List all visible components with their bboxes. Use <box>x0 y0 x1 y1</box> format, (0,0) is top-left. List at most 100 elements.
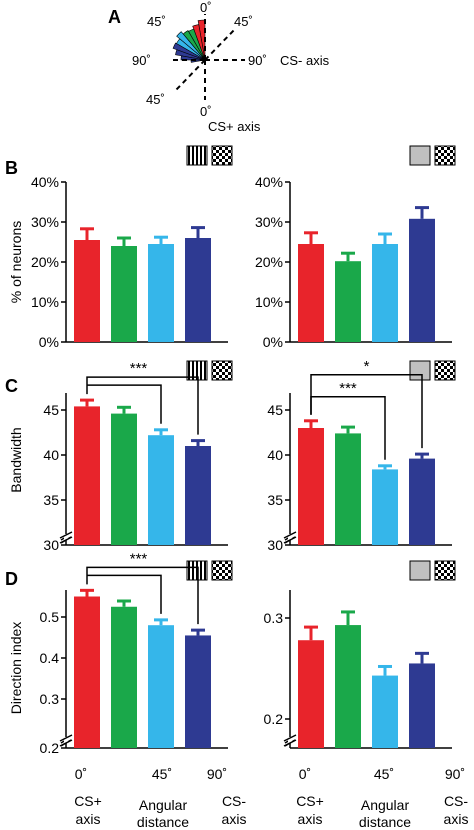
bar <box>74 596 100 748</box>
bar <box>74 406 100 545</box>
chart-c-left: 30 35 40 45 *** <box>43 360 228 553</box>
axis-break-slash <box>59 531 73 544</box>
bar <box>298 428 324 545</box>
bar <box>74 240 100 342</box>
significance-bracket <box>87 574 162 614</box>
xlabel-cs-minus: CS- <box>444 793 468 809</box>
xtick-0: 0˚ <box>75 766 87 782</box>
axis-diag-ur <box>204 27 237 61</box>
bar <box>148 244 174 342</box>
y-tick-label: 40 <box>267 447 283 463</box>
axis-break-gap <box>64 534 68 540</box>
y-tick-label: 30% <box>255 214 283 230</box>
y-tick-label: 20% <box>31 254 59 270</box>
checker-pattern-icon <box>211 560 233 581</box>
ylabel-b: % of neurons <box>8 221 24 304</box>
xtick-45: 45˚ <box>374 766 394 782</box>
bar <box>409 663 435 748</box>
gray-square-icon <box>409 560 431 581</box>
gray-square-icon <box>409 360 431 381</box>
y-tick-label: 30 <box>43 537 59 553</box>
y-tick-label: 35 <box>43 492 59 508</box>
stimulus-icons-b-right <box>409 145 456 166</box>
rose-wedge <box>180 55 206 61</box>
bar <box>185 635 211 748</box>
y-tick-label: 45 <box>43 402 59 418</box>
bar <box>335 433 361 545</box>
vertical-grating-icon <box>186 560 208 581</box>
bar <box>335 625 361 748</box>
y-tick-label: 20% <box>255 254 283 270</box>
bar <box>409 218 435 342</box>
vertical-grating-icon <box>186 145 208 166</box>
significance-label: *** <box>339 380 357 397</box>
direction-rose <box>172 19 206 63</box>
stimulus-icons-d-right <box>409 560 456 581</box>
y-tick-label: 30% <box>31 214 59 230</box>
bar <box>335 261 361 342</box>
stimulus-icons-c-right <box>409 360 456 381</box>
rose-wedge <box>172 42 206 61</box>
xlabel-angular: Angular <box>139 797 188 813</box>
y-tick-label: 0.2 <box>40 740 60 756</box>
bar <box>148 625 174 748</box>
angle-lower-left: 45˚ <box>146 92 165 107</box>
bar <box>372 244 398 342</box>
angle-left: 90˚ <box>132 53 151 68</box>
y-tick-label: 30 <box>267 537 283 553</box>
xlabel-cs-plus: CS+ <box>296 793 324 809</box>
xlabel-cs-plus-axis: axis <box>76 811 101 827</box>
significance-bracket <box>310 396 386 460</box>
checker-pattern-icon <box>211 360 233 381</box>
rose-wedge <box>175 49 206 61</box>
checker-pattern-icon <box>434 360 456 381</box>
ylabel-d: Direction index <box>8 622 24 715</box>
y-tick-label: 40% <box>31 174 59 190</box>
gray-square-icon <box>409 145 431 166</box>
angle-top: 0˚ <box>200 0 212 15</box>
axis-break-slash <box>59 734 73 747</box>
bar <box>409 458 435 545</box>
y-tick-label: 40 <box>43 447 59 463</box>
bar <box>298 640 324 748</box>
stimulus-icons-d-left <box>186 560 233 581</box>
chart-d-right: 0.2 0.3 <box>264 590 452 749</box>
xlabel-distance: distance <box>359 814 411 830</box>
xlabel-distance: distance <box>137 814 189 830</box>
axis-diag-ll <box>175 59 206 91</box>
y-tick-label: 10% <box>31 294 59 310</box>
y-tick-label: 0% <box>39 334 59 350</box>
axis-break-gap <box>64 737 68 743</box>
panel-a-polar-diagram: A 0˚ 45˚ 45˚ 90˚ 90˚ CS- axis 45˚ 0˚ CS+… <box>108 0 330 134</box>
y-tick-label: 40% <box>255 174 283 190</box>
bar <box>148 435 174 545</box>
significance-bracket <box>87 384 162 424</box>
bar <box>111 246 137 342</box>
cs-minus-axis-label: CS- axis <box>280 53 330 68</box>
bar <box>185 446 211 545</box>
bar <box>111 413 137 545</box>
significance-bracket <box>310 374 423 449</box>
cs-plus-axis-label: CS+ axis <box>208 119 261 134</box>
xlabel-cs-plus-axis: axis <box>298 811 323 827</box>
stimulus-icons-b-left <box>186 145 233 166</box>
xtick-90: 90˚ <box>207 766 227 782</box>
panel-a-letter: A <box>108 7 121 27</box>
xlabel-cs-minus: CS- <box>222 793 246 809</box>
xlabel-angular: Angular <box>361 797 410 813</box>
checker-pattern-icon <box>434 145 456 166</box>
angle-upper-left: 45˚ <box>147 14 166 29</box>
ylabel-c: Bandwidth <box>8 427 24 492</box>
angle-bottom: 0˚ <box>200 104 212 119</box>
y-tick-label: 0.5 <box>40 609 60 625</box>
axis-break-slash <box>283 531 297 544</box>
panel-d-letter: D <box>5 569 18 589</box>
checker-pattern-icon <box>211 145 233 166</box>
xtick-0: 0˚ <box>299 766 311 782</box>
panel-b-letter: B <box>5 158 18 178</box>
xlabel-cs-minus-axis: axis <box>222 811 247 827</box>
axis-break-gap <box>288 737 292 743</box>
xaxis-labels-right: 0˚ 45˚ 90˚ CS+ axis Angular distance CS-… <box>296 766 468 830</box>
